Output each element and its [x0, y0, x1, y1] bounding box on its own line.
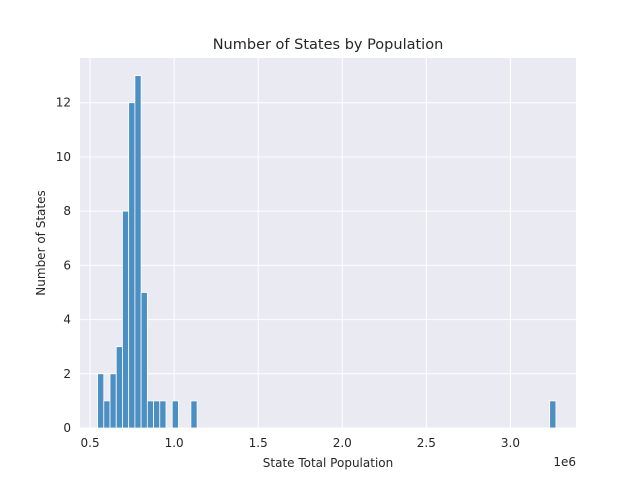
histogram-bar [140, 292, 148, 429]
grid-lines [80, 58, 576, 429]
bars [97, 75, 557, 429]
x-tick-label: 2.0 [333, 436, 352, 450]
y-tick-label: 0 [63, 421, 71, 435]
chart-title: Number of States by Population [213, 37, 444, 53]
y-tick-labels: 0 2 4 6 8 10 12 [56, 96, 71, 435]
histogram-bar [103, 400, 111, 429]
x-tick-label: 3.0 [501, 436, 520, 450]
histogram-bar [134, 75, 142, 429]
histogram-bar [153, 400, 161, 429]
histogram-bar [115, 346, 123, 429]
x-tick-labels: 0.5 1.0 1.5 2.0 2.5 3.0 [81, 436, 520, 450]
x-tick-label: 1.5 [249, 436, 268, 450]
histogram-bar [97, 373, 105, 429]
histogram-bar [122, 210, 130, 429]
histogram-bar [128, 102, 136, 429]
x-tick-label: 0.5 [81, 436, 100, 450]
y-tick-label: 12 [56, 96, 71, 110]
histogram-bar [171, 400, 179, 429]
y-tick-label: 8 [63, 204, 71, 218]
y-tick-label: 4 [63, 313, 71, 327]
x-tick-label: 1.0 [165, 436, 184, 450]
plot-area [80, 58, 576, 428]
y-tick-label: 10 [56, 150, 71, 164]
y-tick-label: 6 [63, 258, 71, 272]
histogram-bar [146, 400, 154, 429]
y-tick-label: 2 [63, 367, 71, 381]
y-axis-label: Number of States [34, 190, 48, 295]
x-offset-label: 1e6 [553, 455, 576, 469]
histogram-bar [109, 373, 117, 429]
histogram-bar [159, 400, 167, 429]
x-axis-label: State Total Population [263, 456, 393, 470]
x-tick-label: 2.5 [417, 436, 436, 450]
histogram-bar [549, 400, 557, 429]
histogram-bar [190, 400, 198, 429]
